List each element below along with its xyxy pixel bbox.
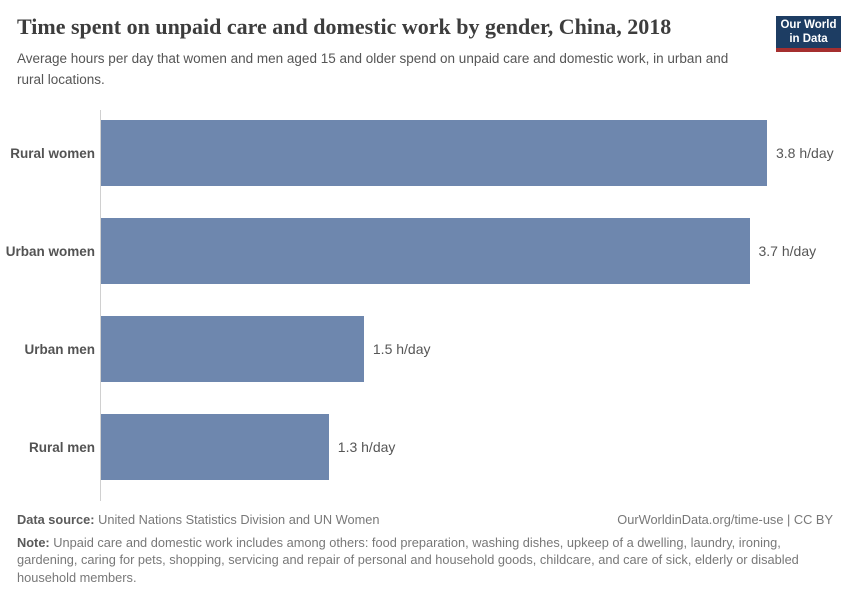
note-label: Note:	[17, 535, 50, 550]
plot-area: 3.7 h/day	[100, 218, 850, 284]
owid-logo-line2: in Data	[789, 32, 828, 45]
plot-area: 1.3 h/day	[100, 414, 850, 480]
note-text: Unpaid care and domestic work includes a…	[17, 535, 799, 585]
data-source-label: Data source:	[17, 512, 95, 527]
bar-chart: Rural women 3.8 h/day Urban women 3.7 h/day…	[0, 104, 850, 501]
y-axis-line	[100, 110, 101, 501]
category-label: Rural men	[28, 439, 95, 455]
chart-title: Time spent on unpaid care and domestic w…	[17, 14, 672, 39]
value-label: 3.7 h/day	[758, 243, 817, 259]
bar[interactable]	[101, 316, 364, 382]
category-label: Urban women	[5, 243, 95, 259]
value-label: 1.5 h/day	[372, 341, 431, 357]
plot-area: 1.5 h/day	[100, 316, 850, 382]
value-label: 1.3 h/day	[337, 439, 396, 455]
chart-row: Rural women 3.8 h/day	[0, 104, 850, 202]
category-label: Urban men	[24, 341, 95, 357]
data-source-text: United Nations Statistics Division and U…	[98, 512, 380, 527]
chart-rows: Rural women 3.8 h/day Urban women 3.7 h/day…	[0, 104, 850, 496]
chart-row: Urban women 3.7 h/day	[0, 202, 850, 300]
chart-footer: Data source: United Nations Statistics D…	[17, 512, 833, 586]
plot-area: 3.8 h/day	[100, 120, 850, 186]
value-label: 3.8 h/day	[776, 145, 834, 161]
chart-row: Urban men 1.5 h/day	[0, 300, 850, 398]
chart-subtitle: Average hours per day that women and men…	[17, 51, 729, 88]
footer-meta-row: Data source: United Nations Statistics D…	[17, 512, 833, 527]
owid-logo[interactable]: Our World in Data	[776, 16, 841, 52]
bar[interactable]	[101, 414, 329, 480]
chart-note: Note: Unpaid care and domestic work incl…	[17, 534, 833, 586]
bar[interactable]	[101, 120, 767, 186]
citation-text: OurWorldinData.org/time-use | CC BY	[617, 512, 833, 527]
citation-link[interactable]: OurWorldinData.org/time-use | CC BY	[617, 512, 833, 527]
category-label: Rural women	[10, 145, 95, 161]
data-source: Data source: United Nations Statistics D…	[17, 512, 380, 527]
chart-header: Time spent on unpaid care and domestic w…	[0, 0, 850, 91]
bar[interactable]	[101, 218, 750, 284]
owid-logo-line1: Our World	[780, 19, 837, 31]
chart-row: Rural men 1.3 h/day	[0, 398, 850, 496]
